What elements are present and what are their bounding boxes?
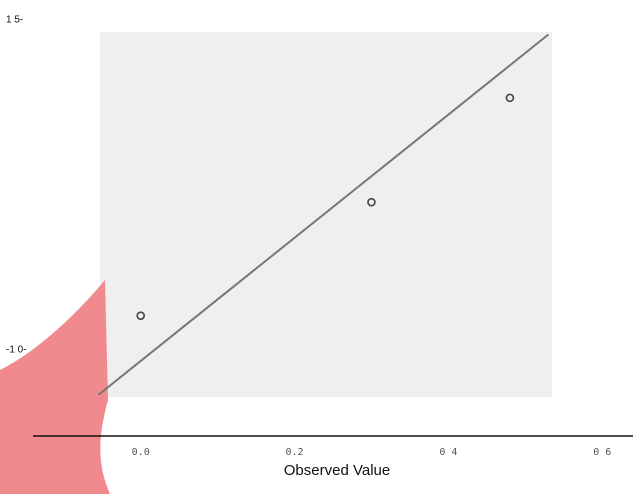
x-axis-title: Observed Value: [284, 462, 390, 479]
point: [505, 93, 515, 103]
decoration-blob: [0, 280, 110, 494]
y-tick-label: 1 5-: [6, 15, 23, 26]
x-tick-label: 0 6: [593, 447, 611, 458]
x-tick-label: 0.0: [132, 447, 150, 458]
x-tick-label: 0 4: [439, 447, 457, 458]
y-tick-label: -1 0-: [6, 345, 27, 356]
point: [367, 197, 376, 207]
fit-line: [97, 33, 550, 396]
point: [136, 311, 145, 320]
x-tick-label: 0.2: [286, 447, 304, 458]
